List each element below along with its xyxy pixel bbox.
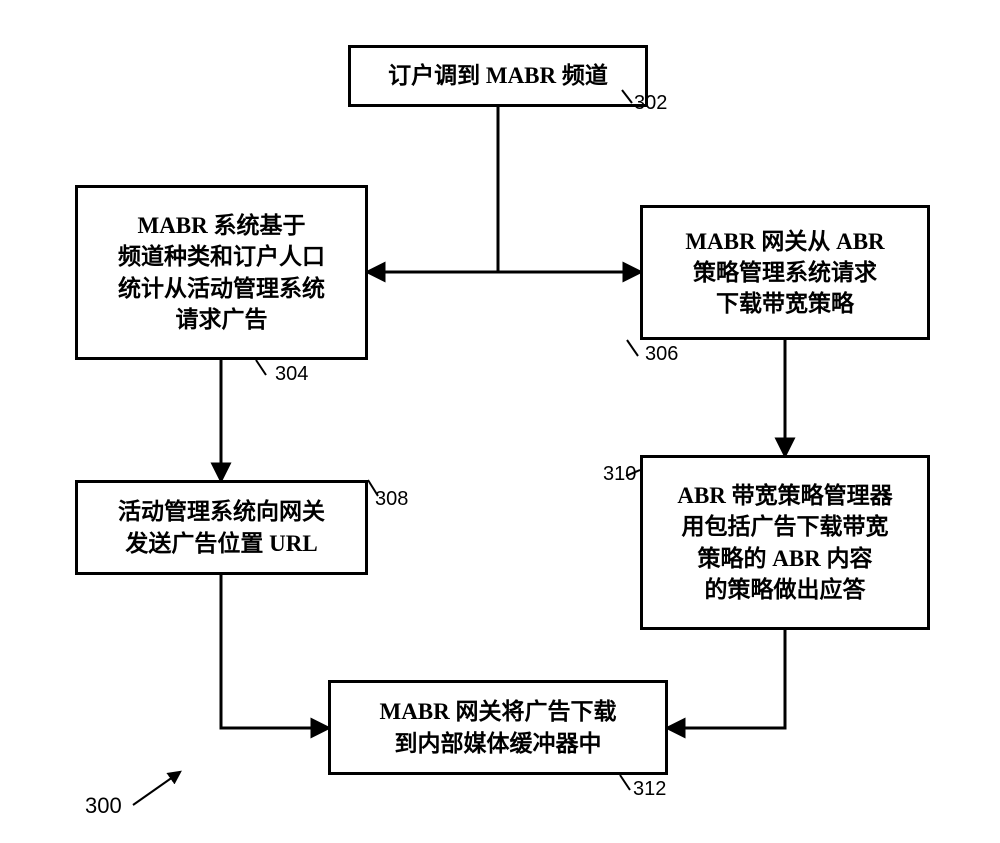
tick-306 <box>627 340 638 356</box>
node-306-text: MABR 网关从 ABR策略管理系统请求下载带宽策略 <box>685 226 884 319</box>
label-302: 302 <box>634 92 667 115</box>
node-310-text: ABR 带宽策略管理器用包括广告下载带宽策略的 ABR 内容的策略做出应答 <box>677 480 892 604</box>
node-312-text: MABR 网关将广告下载到内部媒体缓冲器中 <box>379 696 616 758</box>
label-310: 310 <box>603 463 636 486</box>
node-302-text: 订户调到 MABR 频道 <box>388 60 608 91</box>
node-306: MABR 网关从 ABR策略管理系统请求下载带宽策略 <box>640 205 930 340</box>
node-304: MABR 系统基于频道种类和订户人口统计从活动管理系统请求广告 <box>75 185 368 360</box>
tick-312 <box>620 775 630 790</box>
diagram-canvas: 订户调到 MABR 频道 302 MABR 系统基于频道种类和订户人口统计从活动… <box>0 0 1000 843</box>
figure-label-300: 300 <box>85 793 122 819</box>
label-304: 304 <box>275 363 308 386</box>
node-308-text: 活动管理系统向网关发送广告位置 URL <box>118 496 325 558</box>
node-312: MABR 网关将广告下载到内部媒体缓冲器中 <box>328 680 668 775</box>
node-302: 订户调到 MABR 频道 <box>348 45 648 107</box>
node-304-text: MABR 系统基于频道种类和订户人口统计从活动管理系统请求广告 <box>118 210 325 334</box>
node-308: 活动管理系统向网关发送广告位置 URL <box>75 480 368 575</box>
label-306: 306 <box>645 343 678 366</box>
label-312: 312 <box>633 778 666 801</box>
node-310: ABR 带宽策略管理器用包括广告下载带宽策略的 ABR 内容的策略做出应答 <box>640 455 930 630</box>
tick-304 <box>256 360 266 375</box>
label-308: 308 <box>375 488 408 511</box>
